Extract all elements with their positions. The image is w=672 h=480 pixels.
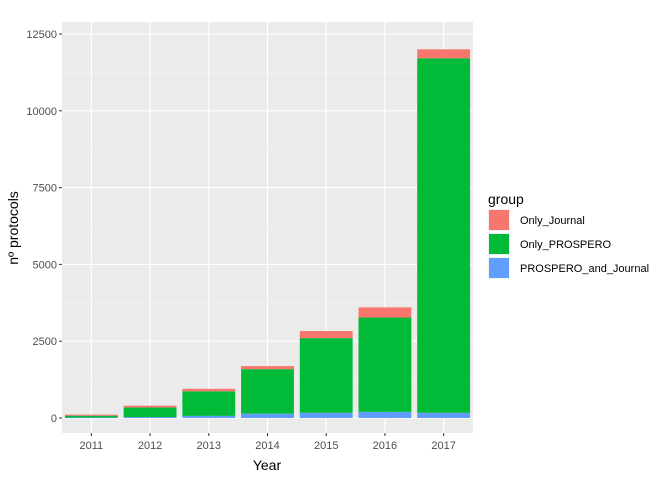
y-axis: 0 2500 5000 7500 10000 12500 — [26, 29, 62, 425]
y-tick-label: 0 — [51, 413, 57, 425]
bar-prospero-and-journal-2017 — [417, 412, 471, 418]
x-tick-label: 2014 — [255, 440, 279, 452]
y-tick-label: 10000 — [26, 106, 57, 118]
y-tick-label: 7500 — [33, 183, 57, 195]
legend-label: PROSPERO_and_Journal — [520, 263, 649, 275]
bar-only-prospero-2013 — [182, 391, 236, 416]
bar-only-prospero-2012 — [123, 407, 177, 418]
legend: group Only_Journal Only_PROSPERO PROSPERO_… — [488, 191, 649, 279]
legend-title: group — [488, 191, 524, 207]
legend-swatch-only-journal — [489, 210, 509, 230]
x-tick-label: 2011 — [80, 440, 104, 452]
bar-prospero-and-journal-2016 — [358, 411, 412, 418]
bar-only-journal-2011 — [64, 414, 118, 416]
bar-only-journal-2014 — [241, 366, 294, 370]
x-axis-title: Year — [253, 457, 282, 473]
x-tick-label: 2017 — [431, 440, 455, 452]
bar-only-prospero-2011 — [64, 415, 118, 418]
x-tick-label: 2013 — [197, 440, 221, 452]
bar-prospero-and-journal-2013 — [182, 415, 236, 418]
legend-label: Only_PROSPERO — [520, 239, 612, 251]
y-tick-label: 5000 — [33, 259, 57, 271]
y-tick-label: 2500 — [33, 336, 57, 348]
bar-only-prospero-2014 — [241, 369, 294, 414]
y-axis-title: nº protocols — [5, 191, 21, 265]
bar-prospero-and-journal-2014 — [241, 413, 294, 418]
bar-only-journal-2015 — [299, 331, 353, 339]
x-axis: 2011 2012 2013 2014 2015 2016 2017 — [80, 433, 456, 452]
bar-only-prospero-2017 — [417, 58, 471, 413]
bar-prospero-and-journal-2012 — [123, 417, 177, 418]
bar-prospero-and-journal-2015 — [299, 412, 353, 418]
x-tick-label: 2015 — [314, 440, 338, 452]
bar-only-journal-2013 — [182, 388, 236, 392]
bar-only-prospero-2015 — [299, 338, 353, 413]
bar-only-journal-2012 — [123, 405, 177, 408]
legend-swatch-prospero-and-journal — [489, 258, 509, 278]
bar-only-journal-2017 — [417, 49, 471, 59]
legend-swatch-only-prospero — [489, 234, 509, 254]
bars — [64, 49, 471, 418]
y-tick-label: 12500 — [26, 29, 57, 41]
bar-only-prospero-2016 — [358, 317, 412, 412]
x-tick-label: 2016 — [373, 440, 397, 452]
bar-only-journal-2016 — [358, 307, 412, 318]
grid-lines — [62, 22, 473, 433]
legend-label: Only_Journal — [520, 215, 585, 227]
x-tick-label: 2012 — [138, 440, 162, 452]
